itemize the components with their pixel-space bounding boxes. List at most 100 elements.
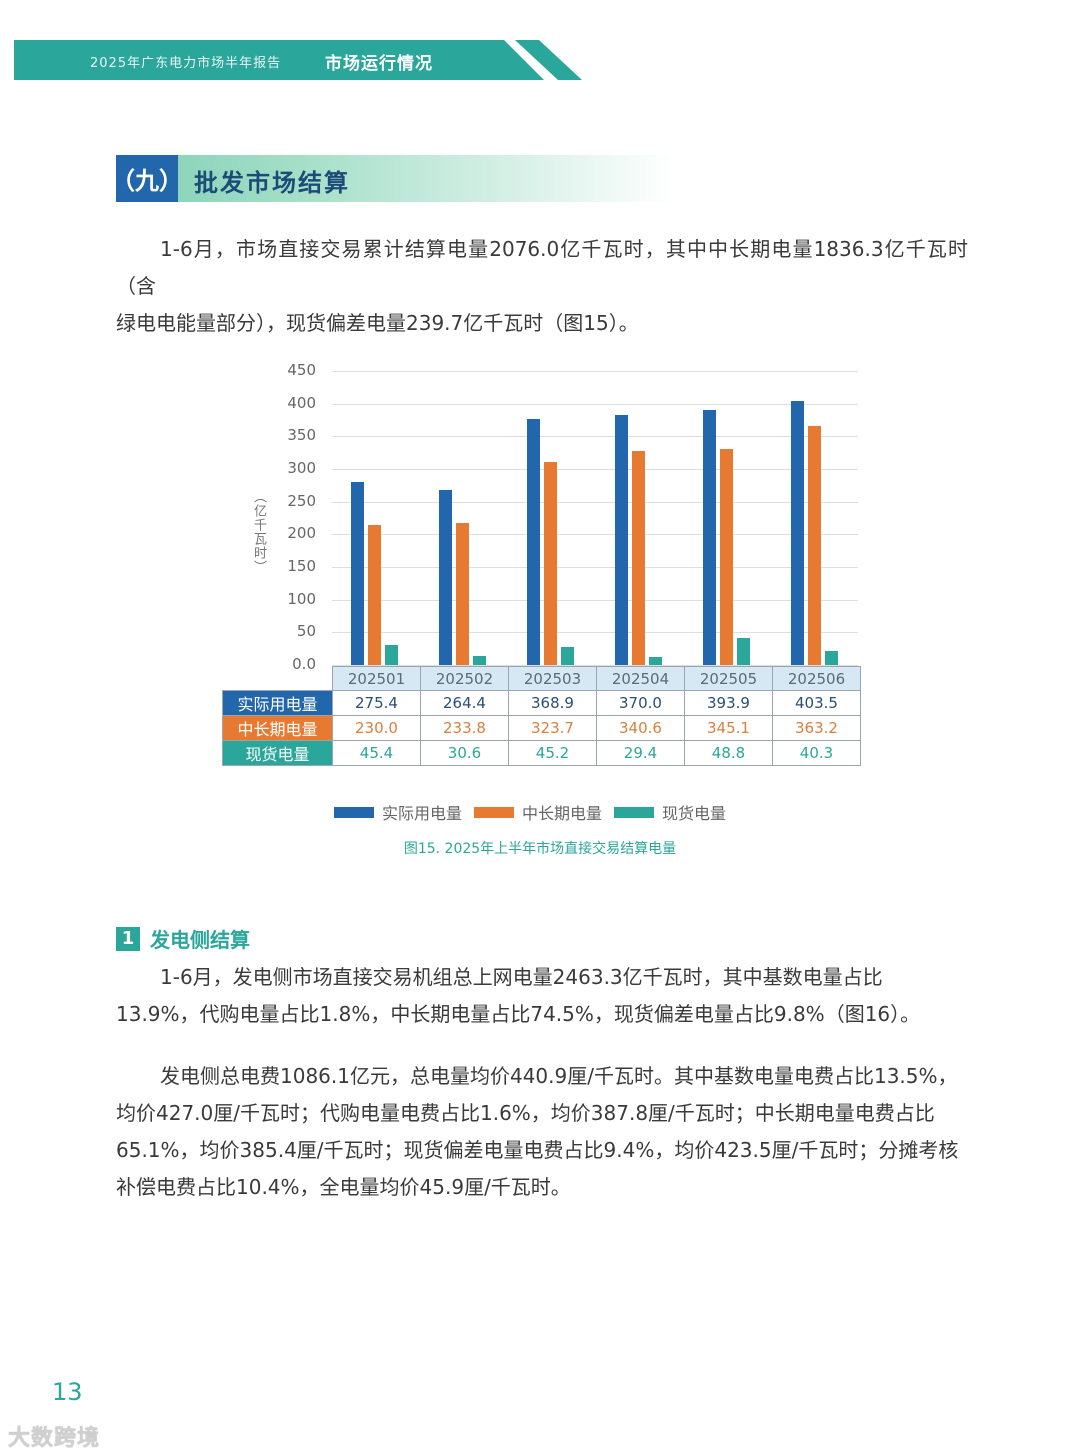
y-tick-label: 150 xyxy=(287,557,316,575)
watermark: 大数跨境 xyxy=(8,1426,101,1451)
table-cell: 393.9 xyxy=(684,690,773,716)
gridline xyxy=(332,436,858,438)
legend-label: 现货电量 xyxy=(662,804,727,823)
y-tick-label: 250 xyxy=(287,491,316,510)
legend-label: 实际用电量 xyxy=(382,804,463,823)
table-cell: 233.8 xyxy=(420,715,509,741)
paragraph-line: 补偿电费占比10.4%，全电量均价45.9厘/千瓦时。 xyxy=(116,1175,571,1199)
table-row: 现货电量 45.4 30.6 45.2 29.4 48.8 40.3 xyxy=(222,740,861,766)
gridline xyxy=(332,403,858,405)
table-cell: 40.3 xyxy=(772,740,861,766)
gridline xyxy=(332,534,858,536)
table-header-cell: 202501 xyxy=(332,666,421,691)
paragraph-line: 13.9%，代购电量占比1.8%，中长期电量占比74.5%，现货偏差电量占比9.… xyxy=(116,1002,921,1026)
bar xyxy=(456,522,469,665)
gridline xyxy=(332,665,858,666)
bar xyxy=(544,462,557,665)
table-cell: 230.0 xyxy=(332,715,421,741)
y-tick-label: 400 xyxy=(287,393,316,412)
paragraph-line: 绿电电能量部分），现货偏差电量239.7亿千瓦时（图15）。 xyxy=(116,311,639,335)
y-tick-label: 0.0 xyxy=(292,655,316,673)
bar xyxy=(825,650,838,665)
chart-legend: 实际用电量 中长期电量 现货电量 xyxy=(334,800,738,824)
table-cell: 368.9 xyxy=(508,690,597,716)
chapter-title: 市场运行情况 xyxy=(325,54,433,74)
gridline xyxy=(332,599,858,601)
table-cell: 363.2 xyxy=(772,715,861,741)
table-cell: 48.8 xyxy=(684,740,773,766)
paragraph-generation: 1-6月，发电侧市场直接交易机组总上网电量2463.3亿千瓦时，其中基数电量占比… xyxy=(116,959,968,1033)
bar xyxy=(473,655,486,665)
bar xyxy=(615,415,628,665)
gridline xyxy=(332,567,858,568)
table-cell: 264.4 xyxy=(420,690,509,716)
paragraph-fees: 发电侧总电费1086.1亿元，总电量均价440.9厘/千瓦时。其中基数电量电费占… xyxy=(116,1058,968,1206)
table-header-cell: 202504 xyxy=(596,666,685,691)
figure-caption: 图15. 2025年上半年市场直接交易结算电量 xyxy=(403,841,677,857)
bar xyxy=(351,482,364,665)
bar xyxy=(561,646,574,665)
table-header-cell: 202502 xyxy=(420,666,509,691)
paragraph-line: 1-6月，市场直接交易累计结算电量2076.0亿千瓦时，其中中长期电量1836.… xyxy=(116,237,968,298)
legend-swatch-icon xyxy=(614,806,655,818)
gridline xyxy=(332,501,858,503)
paragraph-line: 65.1%，均价385.4厘/千瓦时；现货偏差电量电费占比9.4%，均价423.… xyxy=(116,1138,959,1162)
paragraph-line: 均价427.0厘/千瓦时；代购电量电费占比1.6%，均价387.8厘/千瓦时；中… xyxy=(116,1101,935,1125)
legend-swatch-icon xyxy=(474,806,515,818)
table-cell: 340.6 xyxy=(596,715,685,741)
section-number: （九） xyxy=(111,155,183,202)
y-tick-label: 300 xyxy=(287,459,316,477)
bar xyxy=(720,449,733,665)
table-cell: 45.2 xyxy=(508,740,597,766)
bar xyxy=(808,425,821,665)
table-cell: 370.0 xyxy=(596,690,685,716)
section-title: 批发市场结算 xyxy=(194,169,350,197)
bar xyxy=(368,524,381,665)
paragraph-line: 发电侧总电费1086.1亿元，总电量均价440.9厘/千瓦时。其中基数电量电费占… xyxy=(160,1064,958,1088)
legend-swatch-icon xyxy=(334,806,374,818)
bar xyxy=(703,409,716,665)
paragraph-line: 1-6月，发电侧市场直接交易机组总上网电量2463.3亿千瓦时，其中基数电量占比 xyxy=(160,965,883,989)
bar-chart: （亿千瓦时） 0.0 50 100 150 200 250 300 350 400 450 202… xyxy=(222,355,872,775)
table-cell: 345.1 xyxy=(684,715,773,741)
table-row: 中长期电量 230.0 233.8 323.7 340.6 345.1 363.… xyxy=(222,715,861,741)
y-tick-label: 100 xyxy=(287,589,316,608)
subsection-heading: 1 发电侧结算 xyxy=(116,924,250,953)
bar xyxy=(632,451,645,665)
y-tick-label: 50 xyxy=(296,622,316,641)
bar xyxy=(439,489,452,665)
y-tick-label: 450 xyxy=(287,361,316,379)
chart-data-table: 202501 202502 202503 202504 202505 20250… xyxy=(222,666,861,766)
row-label-long-term: 中长期电量 xyxy=(222,715,333,741)
y-tick-label: 200 xyxy=(287,524,316,543)
legend-item-spot: 现货电量 xyxy=(614,800,726,824)
header-band xyxy=(14,40,544,80)
table-header-cell: 202503 xyxy=(508,666,597,691)
y-tick-label: 350 xyxy=(287,426,316,445)
legend-item-long-term: 中长期电量 xyxy=(474,800,602,824)
y-axis-label: （亿千瓦时） xyxy=(251,490,266,574)
row-label-spot: 现货电量 xyxy=(222,740,333,766)
subsection-title: 发电侧结算 xyxy=(150,928,250,952)
bar xyxy=(385,645,398,665)
legend-label: 中长期电量 xyxy=(522,804,603,823)
bar xyxy=(791,401,804,665)
table-cell: 403.5 xyxy=(772,690,861,716)
gridline xyxy=(332,469,858,470)
table-cell: 275.4 xyxy=(332,690,421,716)
table-cell: 323.7 xyxy=(508,715,597,741)
report-title: 2025年广东电力市场半年报告 xyxy=(90,56,282,71)
section-heading: （九） 批发市场结算 xyxy=(111,155,676,202)
table-row: 实际用电量 275.4 264.4 368.9 370.0 393.9 403.… xyxy=(222,690,861,716)
subsection-number: 1 xyxy=(116,926,140,951)
bar xyxy=(737,638,750,665)
table-cell: 29.4 xyxy=(596,740,685,766)
page-number: 13 xyxy=(52,1378,83,1406)
table-corner xyxy=(223,667,333,691)
table-header-cell: 202506 xyxy=(772,666,861,691)
table-cell: 45.4 xyxy=(332,740,421,766)
table-cell: 30.6 xyxy=(420,740,509,766)
bar xyxy=(527,419,540,665)
gridline xyxy=(332,371,858,372)
table-header-cell: 202505 xyxy=(684,666,773,691)
